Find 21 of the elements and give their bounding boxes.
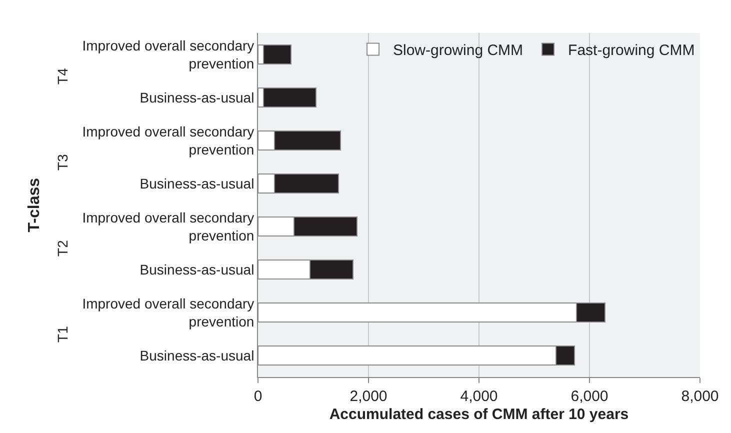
legend-label: Fast-growing CMM bbox=[568, 42, 695, 60]
y-tick-label: Business-as-usual bbox=[140, 261, 254, 278]
y-tick-label: Business-as-usual bbox=[140, 347, 254, 364]
y-tick-label: Improved overall secondary prevention bbox=[82, 295, 254, 330]
x-tick-label: 0 bbox=[254, 388, 262, 405]
text: T4 bbox=[54, 68, 70, 84]
text: T2 bbox=[54, 240, 70, 256]
x-tick-label: 6,000 bbox=[570, 388, 608, 405]
text: T1 bbox=[54, 326, 70, 342]
x-tick-label: 4,000 bbox=[460, 388, 498, 405]
text: T3 bbox=[54, 154, 70, 170]
y-tick-label: Business-as-usual bbox=[140, 89, 254, 106]
y-tick-label: Improved overall secondary prevention bbox=[82, 37, 254, 72]
y-axis-title: T-class bbox=[26, 178, 44, 232]
x-tick-label: 2,000 bbox=[350, 388, 388, 405]
y-tick-label: Improved overall secondary prevention bbox=[82, 209, 254, 244]
y-tick-label: Business-as-usual bbox=[140, 175, 254, 192]
legend-label: Slow-growing CMM bbox=[393, 42, 524, 60]
y-tick-label: Improved overall secondary prevention bbox=[82, 123, 254, 158]
x-axis-title: Accumulated cases of CMM after 10 years bbox=[329, 406, 629, 423]
x-tick-label: 8,000 bbox=[681, 388, 719, 405]
